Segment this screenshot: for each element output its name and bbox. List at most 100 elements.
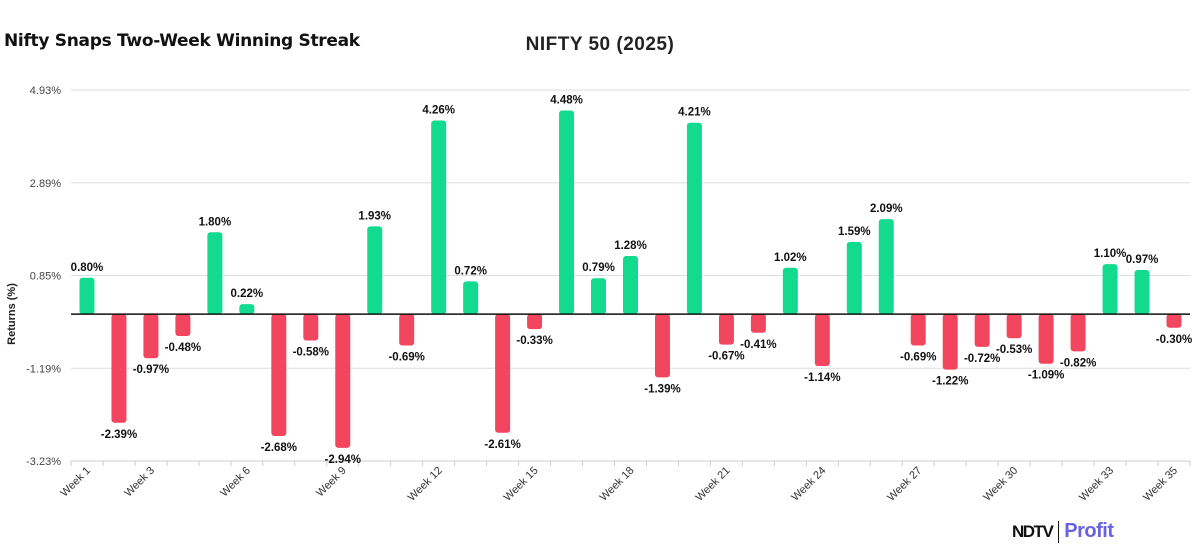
data-label: 1.59% <box>838 226 871 238</box>
x-tick-label: Week 35 <box>1141 465 1180 504</box>
data-label: -0.33% <box>516 335 552 347</box>
bar <box>910 314 926 346</box>
y-tick-label: 4.93% <box>30 85 61 97</box>
chart-title: NIFTY 50 (2025) <box>525 34 675 55</box>
data-label: 2.09% <box>870 203 903 215</box>
data-label: -2.61% <box>484 439 520 451</box>
bar <box>399 314 415 346</box>
bars <box>71 110 1190 448</box>
bar <box>1006 314 1022 339</box>
data-label: -0.69% <box>900 352 936 364</box>
bar <box>1134 270 1150 315</box>
data-label: 0.72% <box>454 265 487 277</box>
data-label: 1.02% <box>774 252 807 264</box>
bar <box>591 278 607 315</box>
bar <box>79 277 95 315</box>
x-tick-label: Week 3 <box>122 465 157 500</box>
x-tick-labels: Week 1 Week 3 Week 6 Week 9 Week 12 Week 15 We… <box>58 465 1180 504</box>
y-tick-label: 2.89% <box>30 178 61 190</box>
bar <box>527 314 543 330</box>
logo-divider <box>1058 520 1060 543</box>
data-label: -1.39% <box>644 383 680 395</box>
data-label: 1.28% <box>614 240 647 252</box>
bar <box>878 219 894 315</box>
bar <box>782 267 798 315</box>
data-label: -0.58% <box>293 347 329 359</box>
headline: Nifty Snaps Two-Week Winning Streak <box>4 31 360 51</box>
y-tick-label: -3.23% <box>26 456 61 468</box>
x-tick-label: Week 18 <box>598 465 637 504</box>
data-label: -0.82% <box>1060 357 1096 369</box>
bar <box>367 226 383 315</box>
bar <box>495 314 511 433</box>
data-label: -1.22% <box>932 376 968 388</box>
data-label: -0.97% <box>133 364 169 376</box>
x-tick-label: Week 33 <box>1077 465 1116 504</box>
data-label: -0.30% <box>1156 334 1192 346</box>
bar <box>974 314 990 347</box>
bar <box>718 314 734 345</box>
data-label: -2.94% <box>325 454 361 466</box>
data-label: -0.72% <box>964 353 1000 365</box>
bar <box>111 314 127 423</box>
ndtv-profit-logo: NDTV Profit <box>1012 520 1114 543</box>
bar <box>271 314 287 436</box>
data-label: -0.41% <box>740 339 776 351</box>
bar <box>143 314 159 359</box>
bar <box>559 110 575 315</box>
data-labels: 0.80% -2.39% -0.97% -0.48% 1.80% 0.22% -2.68% -… <box>71 94 1193 465</box>
data-label: 0.79% <box>582 262 615 274</box>
x-tick-label: Week 6 <box>218 465 253 500</box>
data-label: -0.53% <box>996 344 1032 356</box>
data-label: -2.68% <box>261 442 297 454</box>
bar <box>431 120 447 315</box>
bar <box>239 304 255 315</box>
bar <box>1038 314 1054 364</box>
y-tick-labels: 4.93% 2.89% 0.85% -1.19% -3.23% <box>26 85 61 468</box>
x-tick-label: Week 24 <box>789 465 828 504</box>
bar <box>750 314 766 333</box>
data-label: -2.39% <box>101 429 137 441</box>
data-label: 0.80% <box>71 262 104 274</box>
x-tick-label: Week 21 <box>693 465 732 504</box>
y-axis-label: Returns (%) <box>6 283 18 345</box>
bar <box>335 314 351 448</box>
data-label: -0.48% <box>165 342 201 354</box>
data-label: 1.93% <box>358 210 391 222</box>
bar <box>942 314 958 370</box>
x-tick-label: Week 1 <box>58 465 93 500</box>
bar <box>1166 314 1182 328</box>
logo-ndtv: NDTV <box>1012 521 1054 541</box>
data-label: -1.14% <box>804 372 840 384</box>
data-label: 0.97% <box>1126 254 1159 266</box>
x-tick-label: Week 9 <box>314 465 349 500</box>
bar <box>207 232 223 315</box>
data-label: 1.10% <box>1094 248 1127 260</box>
data-label: 1.80% <box>199 216 232 228</box>
grid-lines <box>70 89 1191 466</box>
x-tick-label: Week 15 <box>502 465 541 504</box>
data-label: -0.67% <box>708 351 744 363</box>
x-tick-label: Week 27 <box>885 465 924 504</box>
y-tick-label: -1.19% <box>26 363 61 375</box>
bar <box>1070 314 1086 352</box>
data-label: 4.21% <box>678 107 711 119</box>
bar <box>175 314 191 336</box>
data-label: -0.69% <box>388 352 424 364</box>
bar <box>814 314 830 366</box>
bar <box>463 281 479 315</box>
y-tick-label: 0.85% <box>30 271 61 283</box>
x-tick-label: Week 30 <box>981 465 1020 504</box>
bar <box>1102 264 1118 315</box>
bar <box>623 255 638 315</box>
data-label: 4.26% <box>422 104 455 116</box>
bar <box>686 122 702 315</box>
bar <box>303 314 319 341</box>
data-label: -1.09% <box>1028 370 1064 382</box>
x-tick-label: Week 12 <box>406 465 445 504</box>
data-label: 0.22% <box>231 288 264 300</box>
data-label: 4.48% <box>550 94 583 106</box>
bar <box>654 314 670 378</box>
bar <box>846 241 862 315</box>
